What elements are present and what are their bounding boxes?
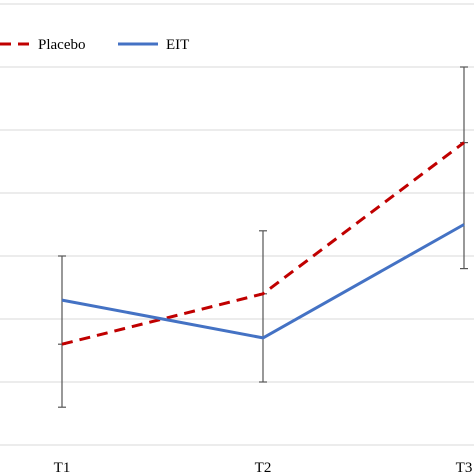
series-line-placebo: [61, 141, 465, 346]
x-tick-label: T3: [456, 460, 473, 474]
legend-label-eit: EIT: [166, 37, 189, 53]
x-axis-ticks: T1 T2 T3: [54, 460, 473, 474]
x-tick-label: T1: [54, 460, 71, 474]
gridlines: [0, 3, 474, 446]
series-lines: [61, 141, 465, 346]
error-bars: [58, 66, 468, 408]
series-line-eit: [61, 223, 465, 340]
legend: Placebo EIT: [0, 37, 189, 53]
legend-label-placebo: Placebo: [38, 37, 85, 53]
x-tick-label: T2: [255, 460, 272, 474]
